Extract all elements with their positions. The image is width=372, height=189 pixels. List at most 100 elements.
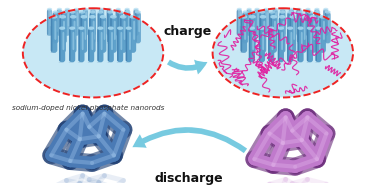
FancyBboxPatch shape: [89, 17, 96, 53]
FancyBboxPatch shape: [64, 15, 66, 32]
FancyBboxPatch shape: [298, 28, 304, 62]
FancyBboxPatch shape: [296, 9, 299, 36]
Ellipse shape: [81, 15, 87, 19]
Ellipse shape: [251, 10, 257, 14]
FancyBboxPatch shape: [296, 12, 299, 43]
FancyBboxPatch shape: [107, 28, 110, 62]
Ellipse shape: [52, 10, 58, 14]
FancyArrowPatch shape: [167, 60, 208, 74]
FancyBboxPatch shape: [73, 9, 76, 36]
FancyBboxPatch shape: [268, 28, 274, 62]
Ellipse shape: [59, 26, 65, 30]
FancyBboxPatch shape: [309, 17, 312, 53]
Ellipse shape: [300, 15, 307, 19]
FancyBboxPatch shape: [273, 9, 278, 36]
Ellipse shape: [287, 10, 293, 14]
FancyBboxPatch shape: [274, 20, 276, 40]
FancyBboxPatch shape: [250, 12, 253, 43]
FancyArrowPatch shape: [132, 127, 247, 153]
FancyBboxPatch shape: [52, 12, 58, 43]
FancyBboxPatch shape: [288, 9, 291, 36]
Ellipse shape: [117, 26, 123, 30]
FancyBboxPatch shape: [241, 12, 245, 43]
FancyBboxPatch shape: [58, 28, 61, 62]
FancyBboxPatch shape: [56, 15, 58, 32]
FancyBboxPatch shape: [292, 12, 293, 26]
FancyBboxPatch shape: [116, 9, 121, 36]
FancyBboxPatch shape: [90, 9, 96, 36]
FancyBboxPatch shape: [70, 17, 77, 53]
FancyBboxPatch shape: [323, 9, 328, 36]
FancyBboxPatch shape: [124, 20, 126, 40]
FancyBboxPatch shape: [79, 12, 85, 43]
Ellipse shape: [57, 8, 62, 11]
FancyBboxPatch shape: [99, 17, 102, 53]
FancyBboxPatch shape: [80, 17, 83, 53]
FancyBboxPatch shape: [137, 12, 138, 26]
FancyBboxPatch shape: [65, 9, 70, 36]
FancyBboxPatch shape: [106, 12, 109, 43]
Ellipse shape: [305, 8, 311, 11]
Ellipse shape: [74, 8, 79, 11]
FancyBboxPatch shape: [318, 15, 320, 32]
FancyBboxPatch shape: [248, 17, 252, 53]
FancyBboxPatch shape: [310, 32, 312, 50]
FancyBboxPatch shape: [272, 15, 274, 32]
FancyBboxPatch shape: [304, 20, 305, 40]
FancyBboxPatch shape: [236, 9, 239, 36]
Ellipse shape: [88, 26, 94, 30]
FancyBboxPatch shape: [69, 12, 72, 43]
FancyBboxPatch shape: [93, 12, 95, 26]
FancyBboxPatch shape: [52, 12, 55, 43]
FancyBboxPatch shape: [47, 9, 52, 36]
FancyBboxPatch shape: [88, 17, 92, 53]
FancyBboxPatch shape: [253, 20, 255, 40]
FancyBboxPatch shape: [258, 28, 261, 62]
FancyBboxPatch shape: [244, 20, 246, 40]
Ellipse shape: [279, 15, 285, 19]
Ellipse shape: [325, 10, 331, 14]
Ellipse shape: [319, 15, 326, 19]
FancyBboxPatch shape: [111, 32, 113, 50]
FancyBboxPatch shape: [101, 15, 103, 32]
Ellipse shape: [23, 8, 163, 98]
FancyBboxPatch shape: [325, 12, 331, 43]
FancyBboxPatch shape: [74, 9, 79, 36]
FancyBboxPatch shape: [115, 9, 118, 36]
FancyBboxPatch shape: [310, 17, 316, 53]
FancyBboxPatch shape: [61, 12, 67, 43]
FancyBboxPatch shape: [57, 9, 62, 36]
FancyBboxPatch shape: [259, 28, 265, 62]
FancyBboxPatch shape: [289, 17, 292, 53]
Ellipse shape: [298, 26, 304, 30]
FancyBboxPatch shape: [291, 32, 292, 50]
FancyBboxPatch shape: [259, 17, 262, 53]
Ellipse shape: [263, 8, 269, 11]
FancyBboxPatch shape: [106, 9, 109, 36]
FancyBboxPatch shape: [297, 12, 303, 43]
Ellipse shape: [108, 26, 114, 30]
Ellipse shape: [287, 26, 293, 30]
FancyBboxPatch shape: [254, 9, 257, 36]
Ellipse shape: [314, 8, 320, 11]
Ellipse shape: [107, 10, 113, 14]
FancyBboxPatch shape: [262, 32, 264, 50]
FancyBboxPatch shape: [314, 12, 320, 43]
FancyBboxPatch shape: [314, 12, 317, 43]
Ellipse shape: [242, 10, 248, 14]
FancyBboxPatch shape: [287, 28, 293, 62]
Ellipse shape: [134, 8, 139, 11]
Ellipse shape: [78, 26, 84, 30]
FancyBboxPatch shape: [59, 17, 66, 53]
Ellipse shape: [323, 8, 328, 11]
FancyBboxPatch shape: [129, 32, 131, 50]
FancyBboxPatch shape: [51, 17, 57, 53]
FancyBboxPatch shape: [107, 9, 112, 36]
Ellipse shape: [125, 10, 131, 14]
Ellipse shape: [83, 8, 88, 11]
FancyBboxPatch shape: [107, 12, 113, 43]
Ellipse shape: [270, 15, 277, 19]
FancyBboxPatch shape: [121, 32, 122, 50]
Text: charge: charge: [164, 26, 212, 39]
FancyBboxPatch shape: [86, 12, 87, 26]
